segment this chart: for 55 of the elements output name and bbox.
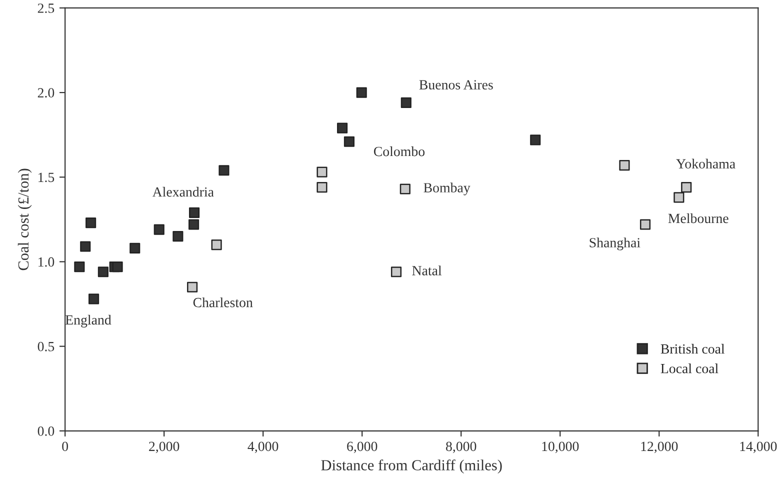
point <box>88 294 100 304</box>
point <box>172 231 184 242</box>
annotation: Bombay <box>424 182 470 196</box>
point <box>188 219 200 230</box>
x-tick-label: 2,000 <box>149 442 180 454</box>
y-axis-title: Coal cost (£/ton) <box>18 168 32 270</box>
point <box>154 224 164 235</box>
point <box>98 266 108 278</box>
annotation: England <box>65 314 112 328</box>
point <box>211 240 222 250</box>
y-tick-label: 2.0 <box>38 88 54 98</box>
point <box>316 182 328 193</box>
point <box>130 242 140 254</box>
legend-label: Local coal <box>660 364 718 374</box>
annotation: Shanghai <box>590 238 640 250</box>
x-tick-label: 6,000 <box>347 442 378 454</box>
point <box>86 218 96 228</box>
point <box>218 165 230 176</box>
point <box>337 122 348 134</box>
y-tick-label: 1.5 <box>38 172 54 182</box>
point <box>187 282 198 292</box>
point <box>112 262 123 272</box>
annotation: Charleston <box>193 297 253 308</box>
x-tick-label: 4,000 <box>248 442 278 454</box>
point <box>356 87 367 98</box>
x-tick-label: 14,000 <box>740 442 777 454</box>
legend-label: British coal <box>660 344 725 354</box>
point <box>74 262 85 272</box>
point <box>400 184 410 194</box>
point <box>390 266 402 278</box>
point <box>619 160 630 171</box>
annotation: Natal <box>412 266 442 276</box>
point <box>344 136 355 147</box>
point <box>530 134 541 146</box>
y-tick-label: 2.5 <box>38 4 54 13</box>
point <box>400 97 412 108</box>
y-tick-label: 1.0 <box>38 257 54 267</box>
point <box>80 241 91 252</box>
annotation: Buenos Aires <box>419 80 493 90</box>
point <box>316 166 328 178</box>
x-axis-title: Distance from Cardiff (miles) <box>321 459 502 474</box>
annotation: Colombo <box>374 146 425 156</box>
y-tick-label: 0.5 <box>38 342 54 352</box>
x-tick-label: 10,000 <box>542 442 579 454</box>
annotation: Yokohama <box>676 158 736 169</box>
x-tick-label: 8,000 <box>446 442 476 454</box>
point <box>188 207 200 218</box>
y-tick-label: 0.0 <box>38 426 54 436</box>
x-tick-label: 0 <box>62 442 68 452</box>
x-tick-label: 12,000 <box>641 442 678 454</box>
annotation: Melbourne <box>668 213 728 224</box>
point <box>674 192 684 203</box>
point <box>681 182 692 193</box>
annotation: Alexandria <box>152 186 214 197</box>
point <box>640 219 651 230</box>
